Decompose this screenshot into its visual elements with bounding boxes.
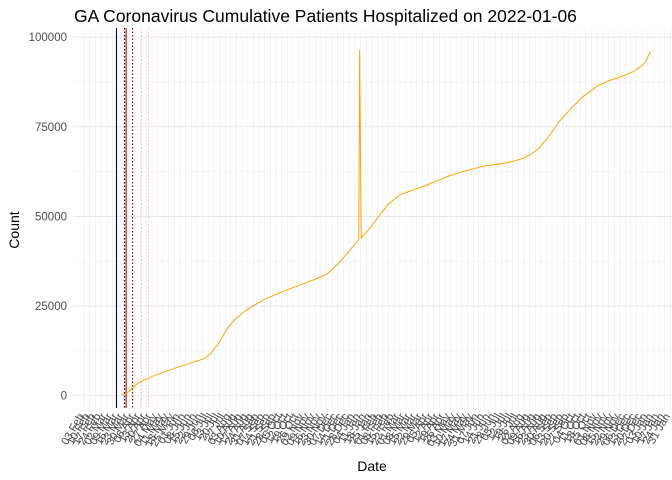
series-line	[121, 49, 651, 396]
y-tick-label: 25000	[35, 301, 67, 313]
y-axis-label: Count	[6, 211, 22, 248]
series-layer	[121, 49, 651, 396]
y-tick-label: 100000	[29, 32, 67, 44]
y-tick-label: 50000	[35, 211, 67, 223]
y-tick-label: 75000	[35, 122, 67, 134]
grid-layer	[73, 30, 672, 410]
x-axis-label: Date	[357, 458, 387, 474]
y-tick-label: 0	[61, 391, 67, 403]
y-tick-labels: 0 25000 50000 75000 100000	[29, 32, 67, 402]
reference-lines	[115, 28, 150, 408]
chart-title: GA Coronavirus Cumulative Patients Hospi…	[74, 6, 577, 26]
